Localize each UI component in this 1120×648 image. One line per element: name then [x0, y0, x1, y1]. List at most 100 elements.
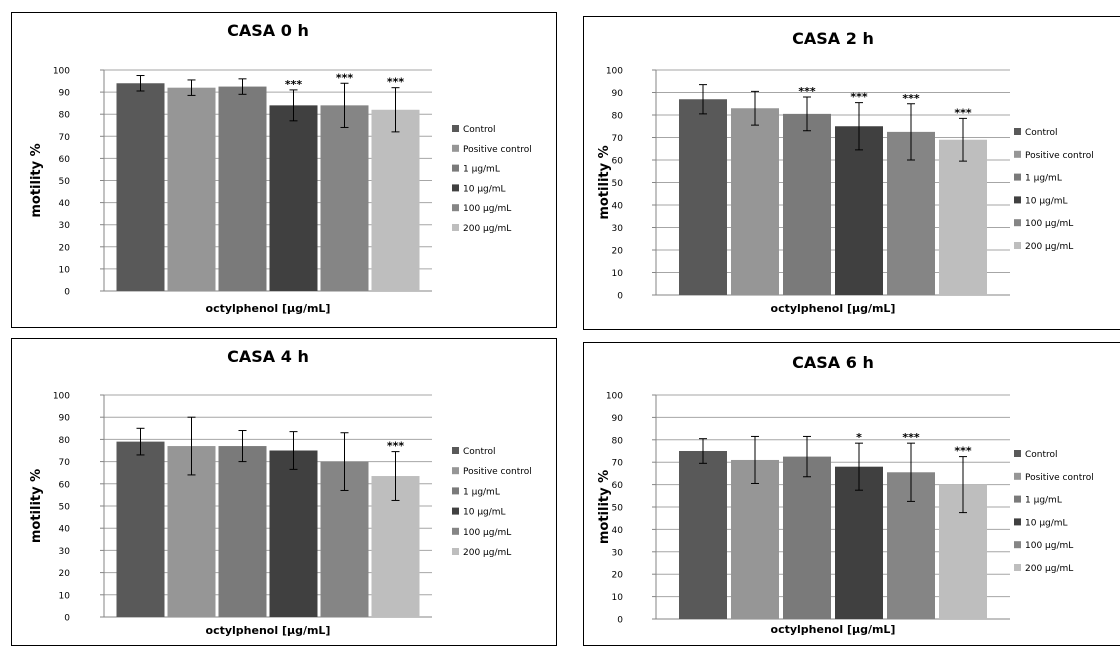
legend-swatch [1014, 173, 1021, 181]
y-tick-label: 40 [612, 202, 624, 212]
y-tick-label: 40 [59, 199, 71, 209]
legend-swatch [1014, 564, 1021, 571]
y-tick-label: 10 [59, 591, 71, 601]
y-tick-label: 60 [59, 155, 71, 165]
y-tick-label: 100 [606, 67, 623, 77]
legend-swatch [452, 125, 459, 132]
chart-svg-0h: CASA 0 h 0 10 20 30 40 50 60 70 80 90 100 *** *** *** o… [11, 12, 557, 328]
y-tick-label: 50 [59, 503, 71, 513]
significance-label: *** [954, 445, 972, 458]
legend-swatch [452, 144, 459, 152]
y-tick-label: 50 [59, 177, 71, 187]
y-tick-label: 60 [612, 157, 624, 167]
y-axis-label: motility % [597, 470, 612, 544]
legend-swatch [452, 184, 459, 192]
y-tick-label: 0 [64, 288, 70, 298]
x-axis-label: octylphenol [µg/mL] [771, 623, 896, 636]
y-tick-label: 90 [59, 89, 71, 99]
y-tick-label: 80 [59, 436, 71, 446]
bar-4h-4 [269, 450, 318, 617]
chart-title: CASA 4 h [227, 347, 309, 366]
y-tick-label: 60 [612, 481, 624, 491]
y-tick-label: 80 [59, 111, 71, 121]
legend-label: 100 µg/mL [1025, 541, 1073, 551]
y-tick-label: 0 [64, 614, 70, 624]
bar-2h-1 [679, 99, 727, 295]
legend-swatch [452, 224, 459, 231]
y-tick-label: 10 [612, 593, 624, 603]
bar-0h-3 [218, 86, 267, 291]
y-tick-label: 50 [612, 504, 624, 514]
legend-label: 1 µg/mL [463, 487, 500, 497]
significance-label: *** [387, 76, 405, 89]
y-tick-label: 40 [612, 526, 624, 536]
chart-svg-4h: CASA 4 h 0 10 20 30 40 50 60 70 80 90 100 *** octylph… [11, 338, 557, 646]
y-axis-label: motility % [29, 469, 44, 543]
bar-6h-4 [835, 466, 883, 619]
bar-2h-3 [783, 113, 831, 295]
legend-label: Control [463, 447, 496, 457]
legend-swatch [452, 487, 459, 495]
y-tick-label: 70 [612, 134, 624, 144]
bar-4h-1 [116, 441, 165, 617]
legend-label: 100 µg/mL [463, 204, 511, 214]
y-tick-label: 100 [53, 392, 70, 402]
legend-label: 10 µg/mL [1025, 196, 1068, 206]
y-tick-label: 80 [612, 112, 624, 122]
legend-label: Positive control [1025, 473, 1094, 483]
legend-label: 1 µg/mL [1025, 496, 1062, 506]
y-tick-label: 100 [53, 67, 70, 77]
legend-label: 200 µg/mL [1025, 242, 1073, 252]
legend-label: Positive control [463, 467, 532, 477]
legend-label: 10 µg/mL [463, 184, 506, 194]
legend-label: Positive control [1025, 151, 1094, 161]
legend-swatch [1014, 450, 1021, 457]
legend-swatch [452, 204, 459, 212]
x-axis-label: octylphenol [µg/mL] [206, 624, 331, 637]
legend-swatch [1014, 196, 1021, 204]
bar-6h-1 [679, 451, 727, 619]
y-tick-label: 90 [59, 414, 71, 424]
legend-swatch [452, 548, 459, 555]
y-tick-label: 100 [606, 392, 623, 402]
significance-label: *** [954, 106, 972, 119]
bar-0h-2 [167, 87, 216, 292]
y-tick-label: 70 [59, 458, 71, 468]
legend-label: 1 µg/mL [463, 165, 500, 175]
x-axis-label: octylphenol [µg/mL] [771, 302, 896, 315]
legend-swatch [452, 467, 459, 475]
legend-swatch [452, 447, 459, 454]
chart-title: CASA 0 h [227, 21, 309, 40]
legend-label: 200 µg/mL [1025, 564, 1073, 574]
legend-swatch [1014, 541, 1021, 549]
y-tick-label: 10 [612, 269, 624, 279]
significance-label: *** [336, 71, 354, 84]
y-tick-label: 90 [612, 89, 624, 99]
legend-swatch [1014, 495, 1021, 503]
chart-panel-6h: CASA 6 h 0 10 20 30 40 50 60 70 80 90 100 * *** *** oct… [582, 342, 1120, 648]
legend-swatch [452, 527, 459, 535]
x-axis-label: octylphenol [µg/mL] [206, 302, 331, 315]
legend-label: 200 µg/mL [463, 224, 511, 234]
legend-swatch [1014, 242, 1021, 249]
legend-swatch [1014, 518, 1021, 526]
chart-title: CASA 2 h [792, 29, 874, 48]
bar-2h-2 [731, 108, 779, 295]
legend-label: Control [1025, 128, 1058, 138]
bar-0h-4 [269, 105, 318, 291]
significance-label: *** [902, 431, 920, 444]
chart-panel-4h: CASA 4 h 0 10 20 30 40 50 60 70 80 90 100 *** octylph… [0, 338, 558, 648]
bar-0h-1 [116, 83, 165, 291]
legend-swatch [1014, 150, 1021, 158]
significance-label: *** [850, 91, 868, 104]
y-tick-label: 80 [612, 436, 624, 446]
legend-swatch [452, 164, 459, 172]
y-tick-label: 30 [59, 221, 71, 231]
bar-6h-2 [731, 459, 779, 619]
y-tick-label: 20 [612, 571, 624, 581]
y-tick-label: 20 [59, 243, 71, 253]
chart-svg-2h: CASA 2 h 0 10 20 30 40 50 60 70 80 90 100 *** *** *** *… [583, 16, 1120, 330]
legend-swatch [1014, 128, 1021, 135]
y-tick-label: 40 [59, 525, 71, 535]
legend-label: 10 µg/mL [1025, 518, 1068, 528]
